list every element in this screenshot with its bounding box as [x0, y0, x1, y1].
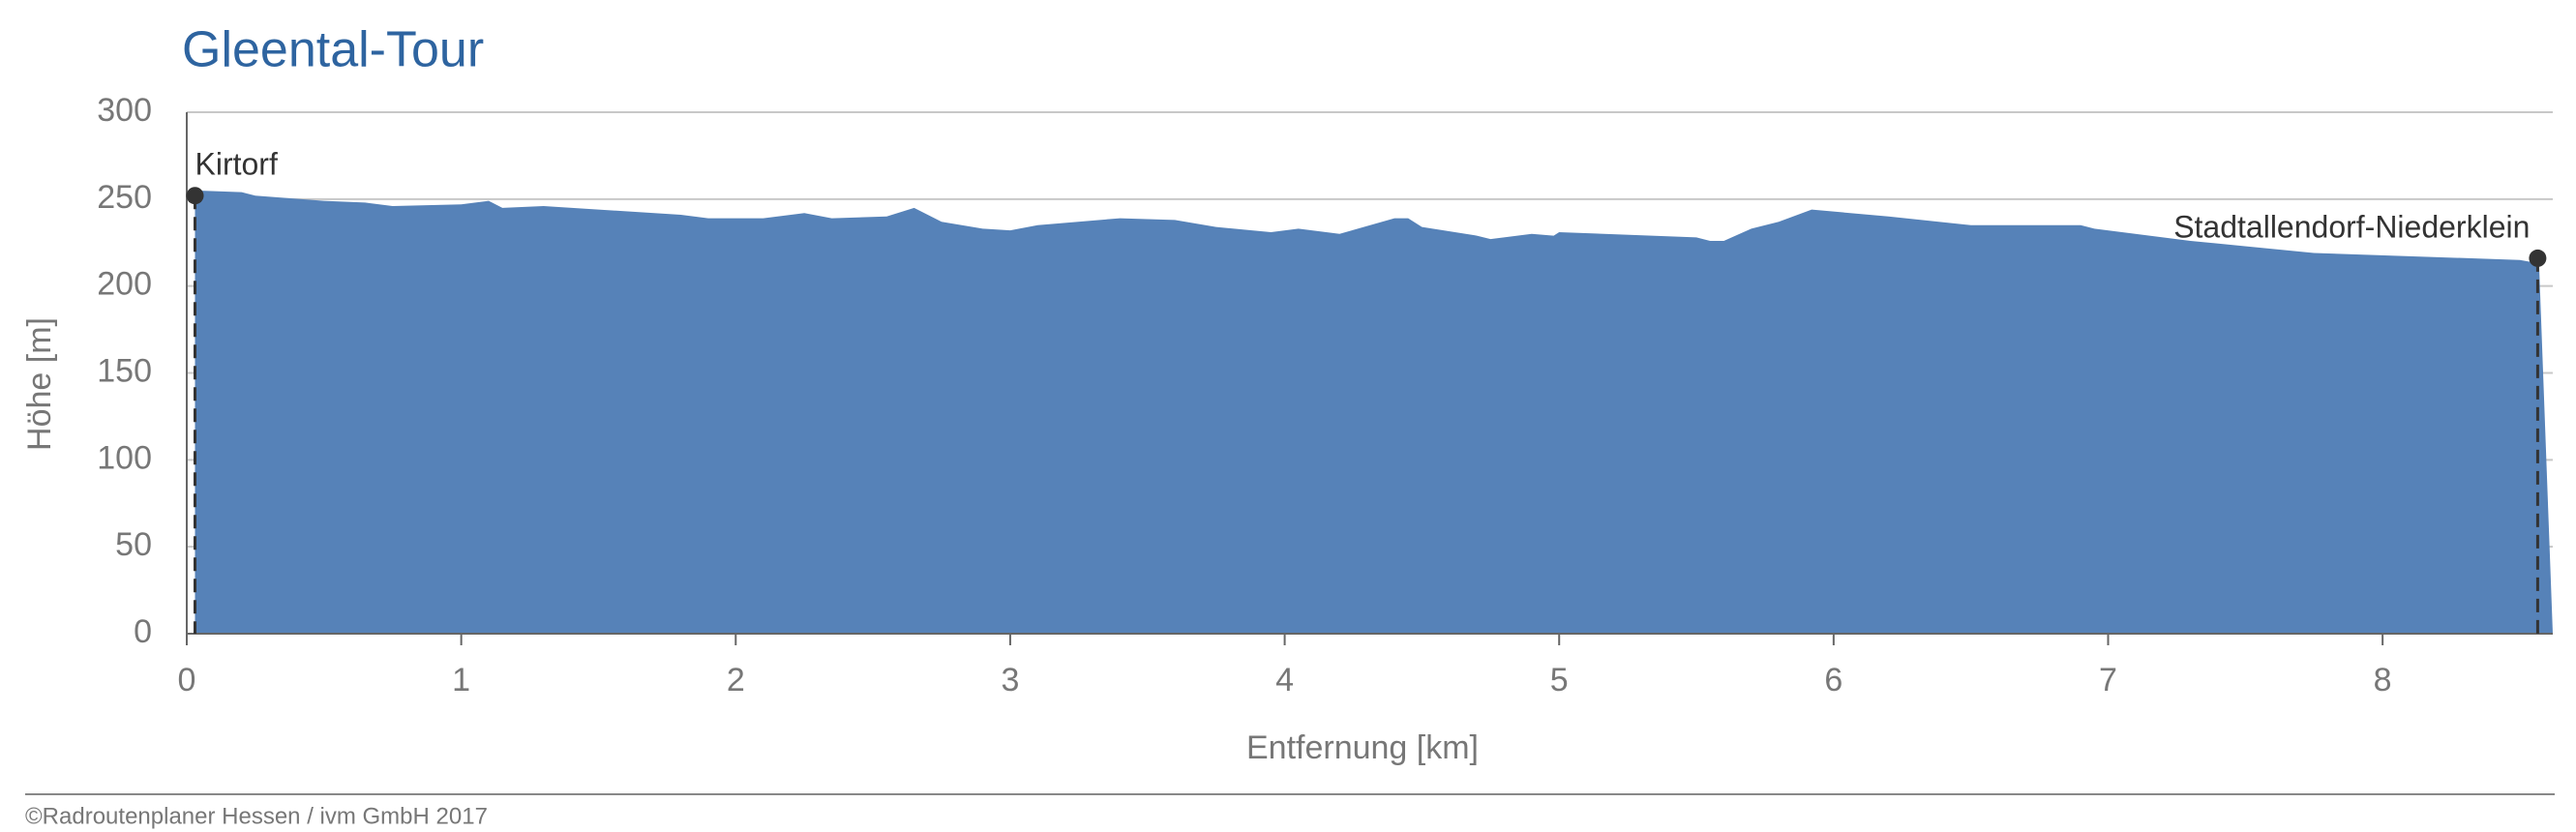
- y-tick-label: 200: [97, 266, 152, 303]
- y-tick-label: 0: [134, 613, 152, 650]
- y-tick-label: 50: [115, 526, 152, 563]
- elevation-area: [195, 190, 2553, 634]
- annotation-marker: [186, 187, 204, 205]
- x-tick-label: 7: [2099, 662, 2117, 698]
- x-tick-label: 2: [727, 662, 745, 698]
- x-axis-label: Entfernung [km]: [1246, 729, 1479, 766]
- y-tick-label: 150: [97, 352, 152, 389]
- y-tick-label: 300: [97, 92, 152, 129]
- y-axis-label: Höhe [m]: [21, 317, 58, 451]
- x-tick-label: 6: [1824, 662, 1842, 698]
- x-tick-label: 5: [1550, 662, 1569, 698]
- annotation-label: Kirtorf: [195, 147, 278, 182]
- annotation-marker: [2529, 249, 2547, 267]
- x-tick-label: 1: [452, 662, 470, 698]
- footer: ©Radroutenplaner Hessen / ivm GmbH 2017: [25, 803, 488, 829]
- annotation-label: Stadtallendorf-Niederklein: [2173, 209, 2530, 244]
- x-tick-label: 3: [1001, 662, 1019, 698]
- y-tick-label: 100: [97, 439, 152, 476]
- x-tick-label: 0: [178, 662, 196, 698]
- x-tick-label: 4: [1275, 662, 1294, 698]
- chart-title: Gleental-Tour: [182, 22, 484, 78]
- y-tick-label: 250: [97, 179, 152, 216]
- x-tick-label: 8: [2374, 662, 2392, 698]
